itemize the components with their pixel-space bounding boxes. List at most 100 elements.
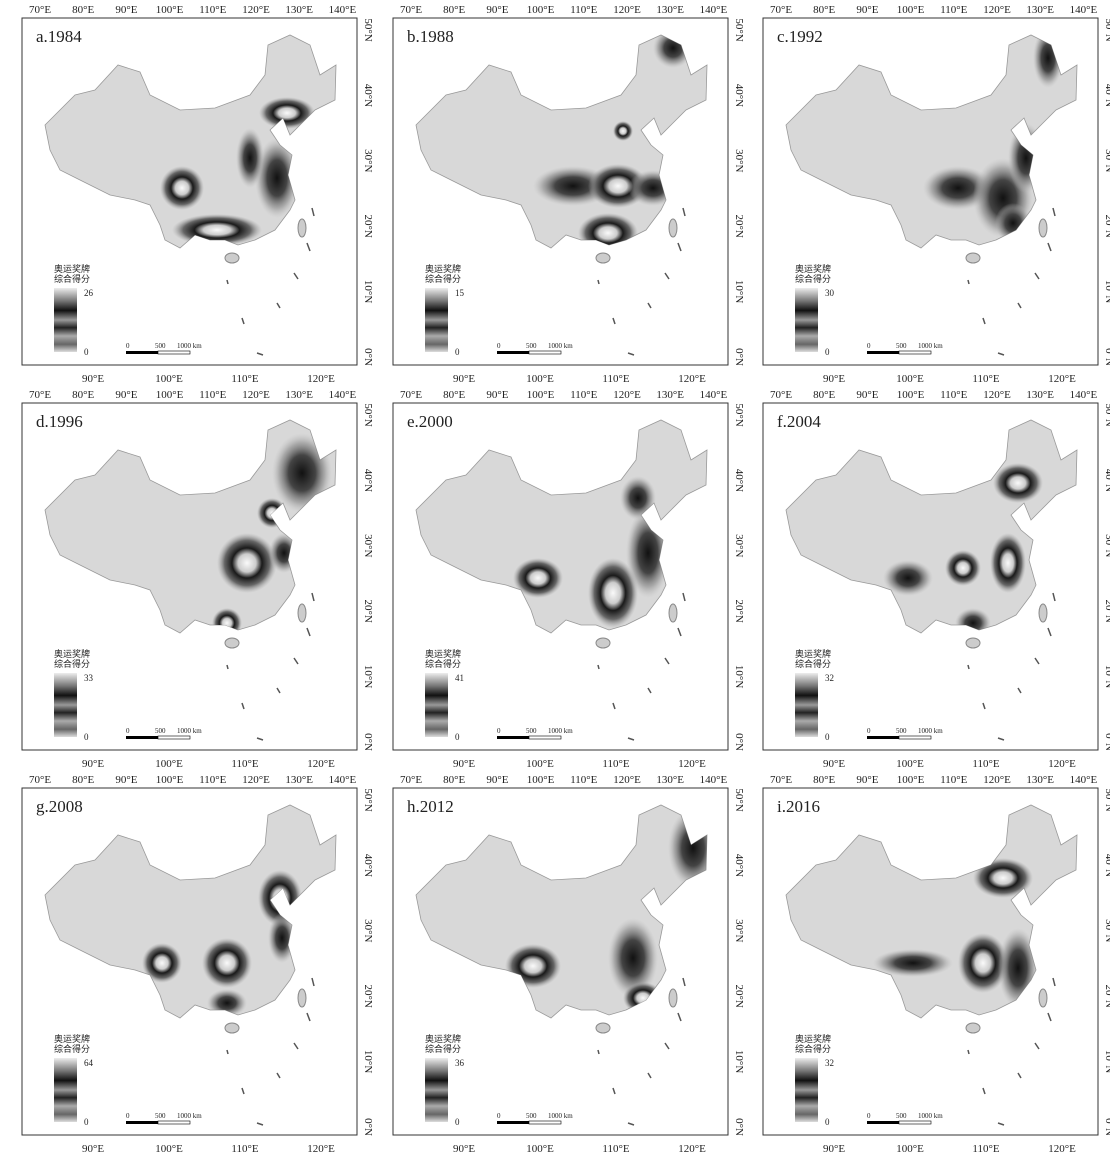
scale-label: 1000 km xyxy=(918,342,943,350)
density-hotspot xyxy=(613,121,633,141)
right-tick-label: 0°N xyxy=(362,348,374,366)
bottom-tick-label: 110°E xyxy=(231,758,258,770)
right-tick-label: 0°N xyxy=(733,733,745,751)
bottom-tick-label: 120°E xyxy=(307,373,335,385)
top-tick-label: 140°E xyxy=(329,4,357,16)
island-hainan xyxy=(966,638,980,648)
scale-label: 500 xyxy=(896,1112,907,1120)
bottom-tick-label: 110°E xyxy=(602,758,629,770)
right-tick-label: 30°N xyxy=(1103,534,1110,557)
legend-ramp xyxy=(425,673,448,737)
bottom-tick-label: 90°E xyxy=(823,373,845,385)
top-tick-label: 110°E xyxy=(199,774,226,786)
legend-title: 综合得分 xyxy=(795,273,831,284)
right-tick-label: 30°N xyxy=(1103,149,1110,172)
right-tick-label: 30°N xyxy=(733,534,745,557)
top-tick-label: 130°E xyxy=(1026,4,1054,16)
bottom-tick-label: 100°E xyxy=(526,758,554,770)
legend-title: 综合得分 xyxy=(54,273,90,284)
legend-min: 0 xyxy=(455,732,460,742)
right-tick-label: 50°N xyxy=(733,18,745,41)
bottom-tick-label: 100°E xyxy=(155,758,183,770)
legend-max: 15 xyxy=(455,288,465,298)
island-hainan xyxy=(966,1023,980,1033)
bottom-tick-label: 120°E xyxy=(1048,1143,1076,1155)
top-tick-label: 70°E xyxy=(770,4,792,16)
top-tick-label: 90°E xyxy=(115,774,137,786)
top-tick-label: 100°E xyxy=(897,774,925,786)
top-tick-label: 120°E xyxy=(613,774,641,786)
right-tick-label: 20°N xyxy=(1103,985,1110,1008)
top-tick-label: 110°E xyxy=(570,389,597,401)
top-tick-label: 140°E xyxy=(1070,389,1098,401)
bottom-tick-label: 120°E xyxy=(678,373,706,385)
panel-label: e.2000 xyxy=(407,412,453,431)
legend-max: 36 xyxy=(455,1058,465,1068)
scale-bar-black xyxy=(867,351,899,354)
top-tick-label: 80°E xyxy=(813,389,835,401)
legend-title: 综合得分 xyxy=(54,1043,90,1054)
right-tick-label: 0°N xyxy=(733,348,745,366)
right-tick-label: 10°N xyxy=(733,665,745,688)
scale-label: 500 xyxy=(896,727,907,735)
top-tick-label: 90°E xyxy=(115,389,137,401)
top-tick-label: 100°E xyxy=(156,389,184,401)
density-hotspot xyxy=(873,949,953,977)
bottom-tick-label: 120°E xyxy=(307,758,335,770)
density-hotspot xyxy=(990,533,1026,593)
top-tick-label: 80°E xyxy=(72,389,94,401)
top-tick-label: 130°E xyxy=(656,774,684,786)
panel-label: d.1996 xyxy=(36,412,83,431)
legend-min: 0 xyxy=(84,347,89,357)
top-tick-label: 90°E xyxy=(486,774,508,786)
right-tick-label: 10°N xyxy=(733,1050,745,1073)
bottom-tick-label: 90°E xyxy=(82,758,104,770)
scale-bar-black xyxy=(497,1121,529,1124)
top-tick-label: 140°E xyxy=(329,774,357,786)
right-tick-label: 10°N xyxy=(362,1050,374,1073)
map-panel: c.199270°E80°E90°E100°E110°E120°E130°E14… xyxy=(763,4,1110,385)
right-tick-label: 0°N xyxy=(1103,348,1110,366)
bottom-tick-label: 90°E xyxy=(453,1143,475,1155)
panel-label: a.1984 xyxy=(36,27,82,46)
right-tick-label: 30°N xyxy=(362,919,374,942)
scale-label: 1000 km xyxy=(177,727,202,735)
island-taiwan xyxy=(1039,604,1047,622)
top-tick-label: 120°E xyxy=(242,774,270,786)
right-tick-label: 0°N xyxy=(733,1118,745,1136)
legend-ramp xyxy=(54,288,77,352)
top-tick-label: 140°E xyxy=(329,389,357,401)
right-tick-label: 10°N xyxy=(1103,1050,1110,1073)
top-tick-label: 120°E xyxy=(242,4,270,16)
bottom-tick-label: 110°E xyxy=(231,1143,258,1155)
bottom-tick-label: 90°E xyxy=(823,1143,845,1155)
island-hainan xyxy=(225,253,239,263)
scale-bar-white xyxy=(529,351,561,354)
legend-max: 41 xyxy=(455,673,464,683)
legend-min: 0 xyxy=(84,1117,89,1127)
right-tick-label: 20°N xyxy=(362,600,374,623)
island-taiwan xyxy=(1039,989,1047,1007)
legend-max: 33 xyxy=(84,673,94,683)
scale-label: 1000 km xyxy=(918,1112,943,1120)
right-tick-label: 20°N xyxy=(733,600,745,623)
scale-label: 500 xyxy=(526,1112,537,1120)
right-tick-label: 0°N xyxy=(362,1118,374,1136)
scale-bar-black xyxy=(126,351,158,354)
right-tick-label: 50°N xyxy=(362,403,374,426)
panel-label: f.2004 xyxy=(777,412,821,431)
right-tick-label: 40°N xyxy=(362,84,374,107)
bottom-tick-label: 120°E xyxy=(678,1143,706,1155)
top-tick-label: 110°E xyxy=(940,389,967,401)
top-tick-label: 90°E xyxy=(486,389,508,401)
top-tick-label: 120°E xyxy=(613,4,641,16)
bottom-tick-label: 100°E xyxy=(526,1143,554,1155)
top-tick-label: 80°E xyxy=(443,389,465,401)
top-tick-label: 70°E xyxy=(29,774,51,786)
top-tick-label: 70°E xyxy=(400,4,422,16)
scale-label: 500 xyxy=(526,342,537,350)
map-panel: g.200870°E80°E90°E100°E110°E120°E130°E14… xyxy=(22,774,374,1155)
top-tick-label: 110°E xyxy=(940,4,967,16)
bottom-tick-label: 120°E xyxy=(307,1143,335,1155)
